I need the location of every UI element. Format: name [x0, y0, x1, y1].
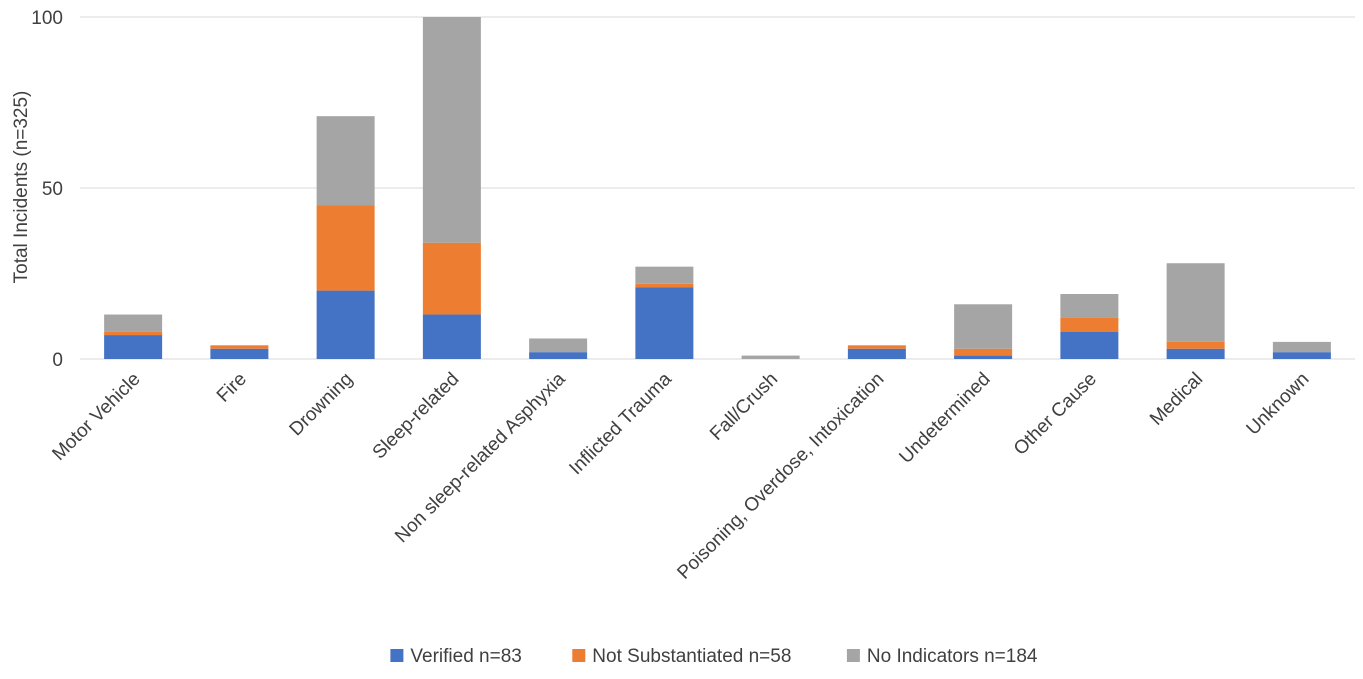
- bar-segment: [954, 304, 1013, 349]
- x-category-label: Fire: [213, 369, 251, 407]
- bar-segment: [1272, 341, 1331, 353]
- legend-label: No Indicators n=184: [867, 646, 1038, 667]
- bar-segment: [422, 242, 481, 315]
- bar-segment: [741, 355, 800, 359]
- bar-segment: [1060, 317, 1119, 332]
- bar-segment: [1272, 352, 1331, 359]
- bar-segment: [954, 348, 1013, 356]
- legend: Verified n=83 Not Substantiated n=58 No In…: [390, 646, 1038, 667]
- x-category-label: Unknown: [1243, 369, 1314, 440]
- x-category-label: Other Cause: [1010, 369, 1101, 460]
- x-axis-categories: Motor Vehicle Fire Drowning Sleep-relatedNo…: [48, 368, 1313, 583]
- bar-segment: [422, 17, 481, 243]
- bar-segment: [847, 345, 906, 349]
- bar-segment: [104, 314, 163, 332]
- legend-swatch: [846, 649, 860, 662]
- bar-segment: [1166, 341, 1225, 349]
- bar-segment: [422, 314, 481, 359]
- y-axis-ticks: 0 50 100: [31, 8, 63, 371]
- y-tick-label: 100: [31, 8, 63, 29]
- bar-segment: [316, 290, 375, 359]
- bar-segment: [529, 338, 588, 353]
- bar-segment: [316, 205, 375, 291]
- legend-label: Not Substantiated n=58: [592, 646, 791, 667]
- bar-segment: [210, 348, 269, 359]
- bar-segment: [847, 348, 906, 359]
- y-tick-label: 50: [42, 179, 63, 200]
- x-category-label: Motor Vehicle: [48, 369, 144, 465]
- bar-segment: [1166, 263, 1225, 342]
- x-category-label: Sleep-related: [369, 369, 464, 464]
- bar-segment: [210, 345, 269, 349]
- x-category-label: Non sleep-related Asphyxia: [391, 368, 570, 547]
- bar-segment: [635, 266, 694, 284]
- bar-segment: [954, 355, 1013, 359]
- bar-segment: [1060, 294, 1119, 318]
- y-axis-title: Total Incidents (n=325): [11, 91, 32, 284]
- bars: [104, 17, 1331, 359]
- bar-segment: [104, 335, 163, 359]
- bar-segment: [1166, 348, 1225, 359]
- x-category-label: Poisoning, Overdose, Intoxication: [673, 369, 888, 584]
- x-category-label: Drowning: [286, 369, 358, 441]
- legend-label: Verified n=83: [410, 646, 521, 667]
- bar-segment: [529, 352, 588, 359]
- bar-segment: [104, 331, 163, 336]
- bar-segment: [1060, 331, 1119, 359]
- bar-segment: [635, 283, 694, 288]
- x-category-label: Undetermined: [895, 369, 994, 468]
- y-tick-label: 0: [52, 350, 63, 371]
- x-category-label: Medical: [1146, 369, 1207, 430]
- x-category-label: Inflicted Trauma: [565, 368, 676, 479]
- x-category-label: Fall/Crush: [706, 369, 782, 445]
- legend-swatch: [390, 649, 404, 662]
- legend-swatch: [572, 649, 586, 662]
- bar-segment: [635, 287, 694, 359]
- gridlines: [80, 16, 1355, 360]
- bar-segment: [316, 116, 375, 206]
